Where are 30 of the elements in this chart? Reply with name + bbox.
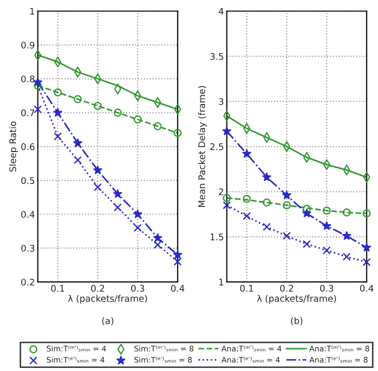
x-tick-label: 0.4 bbox=[171, 284, 184, 292]
x-axis-title: λ (packets/frame) bbox=[68, 294, 147, 304]
y-tick-label: 0.3 bbox=[21, 244, 34, 252]
y-tick-label: 0.9 bbox=[21, 42, 34, 49]
x-tick-label: 0.1 bbox=[51, 284, 64, 292]
y-tick-label: 0.8 bbox=[21, 76, 34, 82]
y-tick-label: 0.7 bbox=[21, 109, 34, 116]
x-tick-label: 0.2 bbox=[91, 284, 104, 292]
y-tick-label: 1 bbox=[30, 8, 34, 15]
y-axis-title: Mean Packet Delay (frame) bbox=[198, 86, 207, 207]
y-tick-label: 0.2 bbox=[21, 278, 34, 286]
text: (b) bbox=[291, 317, 302, 326]
y-tick-label: 0.5 bbox=[21, 177, 34, 184]
y-tick-label: 4 bbox=[218, 8, 224, 15]
x-axis-title: λ (packets/frame) bbox=[257, 294, 336, 304]
x-tick-label: 0.3 bbox=[131, 284, 144, 292]
y-tick-label: 1 bbox=[219, 278, 224, 286]
y-tick-label: 3 bbox=[218, 98, 224, 105]
x-tick-label: 0.4 bbox=[360, 284, 374, 292]
y-axis-title: Sleep Ratio bbox=[9, 121, 18, 172]
x-tick-label: 0.1 bbox=[240, 284, 254, 292]
text: (a) bbox=[102, 317, 114, 326]
y-tick-label: 2 bbox=[218, 188, 224, 196]
y-tick-label: 1.5 bbox=[210, 234, 224, 240]
y-tick-label: 0.6 bbox=[21, 143, 34, 150]
y-tick-label: 0.4 bbox=[21, 210, 35, 218]
y-tick-label: 2.5 bbox=[210, 143, 224, 150]
x-tick-label: 0.3 bbox=[320, 284, 334, 292]
x-tick-label: 0.2 bbox=[280, 284, 294, 292]
y-tick-label: 3.5 bbox=[210, 53, 224, 60]
